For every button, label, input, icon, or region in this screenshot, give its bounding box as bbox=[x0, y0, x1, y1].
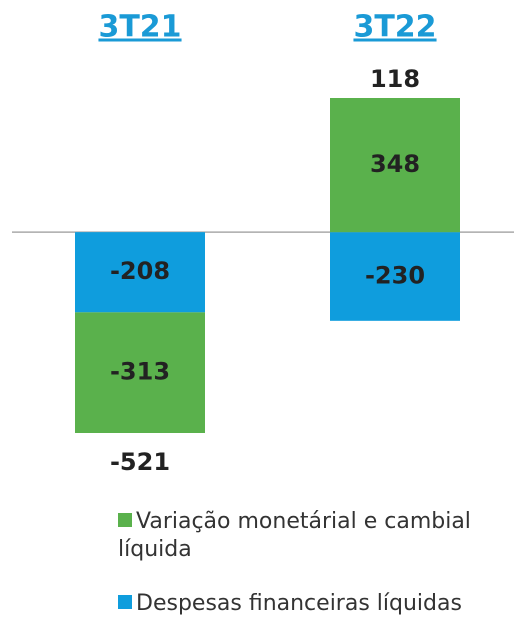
segment-label: -208 bbox=[110, 257, 170, 285]
category-label: 3T22 bbox=[353, 10, 436, 45]
segment-label: -230 bbox=[365, 261, 425, 289]
segment-label: -313 bbox=[110, 358, 170, 386]
legend-swatch bbox=[118, 513, 132, 527]
legend-swatch bbox=[118, 595, 132, 609]
legend-label: Variação monetárial e cambial líquida bbox=[118, 509, 471, 562]
legend-item: Despesas financeiras líquidas bbox=[118, 590, 508, 618]
legend-item: Variação monetárial e cambial líquida bbox=[118, 508, 508, 564]
bar-segment bbox=[75, 312, 205, 433]
segment-label: 348 bbox=[370, 150, 420, 178]
total-label: 118 bbox=[370, 65, 420, 93]
category-label: 3T21 bbox=[98, 10, 181, 45]
chart: 3T21 -208 -313 -521 3T22 -230 348 118 bbox=[12, 10, 514, 476]
legend-label: Despesas financeiras líquidas bbox=[136, 591, 462, 616]
total-label: -521 bbox=[110, 448, 170, 476]
bar-segment bbox=[330, 98, 460, 233]
bar-segment bbox=[75, 232, 205, 313]
bar-segment bbox=[330, 232, 460, 321]
